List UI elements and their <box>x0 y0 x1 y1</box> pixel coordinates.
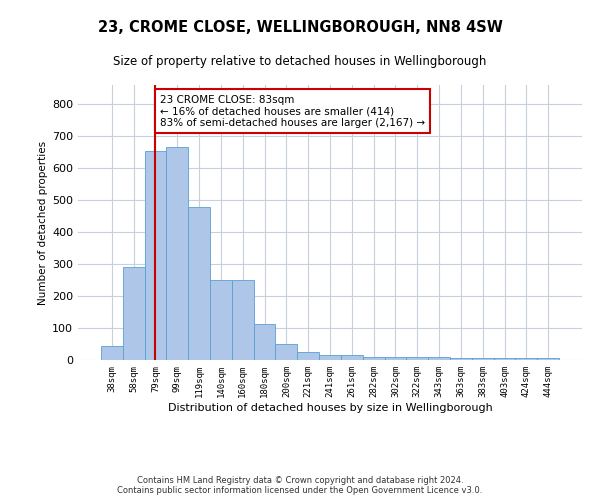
Text: Contains HM Land Registry data © Crown copyright and database right 2024.
Contai: Contains HM Land Registry data © Crown c… <box>118 476 482 495</box>
Bar <box>232 280 254 360</box>
Bar <box>210 280 232 360</box>
Bar <box>275 344 297 360</box>
Text: Size of property relative to detached houses in Wellingborough: Size of property relative to detached ho… <box>113 55 487 68</box>
Bar <box>166 148 188 360</box>
Bar <box>341 355 363 360</box>
Bar <box>515 358 537 360</box>
Bar <box>297 352 319 360</box>
Bar <box>101 346 123 360</box>
Y-axis label: Number of detached properties: Number of detached properties <box>38 140 48 304</box>
Text: 23, CROME CLOSE, WELLINGBOROUGH, NN8 4SW: 23, CROME CLOSE, WELLINGBOROUGH, NN8 4SW <box>98 20 502 35</box>
X-axis label: Distribution of detached houses by size in Wellingborough: Distribution of detached houses by size … <box>167 402 493 412</box>
Bar <box>537 358 559 360</box>
Bar <box>472 358 494 360</box>
Bar <box>188 206 210 360</box>
Bar <box>385 358 406 360</box>
Bar <box>145 150 166 360</box>
Bar <box>428 358 450 360</box>
Bar <box>363 358 385 360</box>
Bar <box>450 358 472 360</box>
Bar <box>319 355 341 360</box>
Bar <box>406 358 428 360</box>
Text: 23 CROME CLOSE: 83sqm
← 16% of detached houses are smaller (414)
83% of semi-det: 23 CROME CLOSE: 83sqm ← 16% of detached … <box>160 94 425 128</box>
Bar <box>123 268 145 360</box>
Bar <box>494 358 515 360</box>
Bar <box>254 324 275 360</box>
